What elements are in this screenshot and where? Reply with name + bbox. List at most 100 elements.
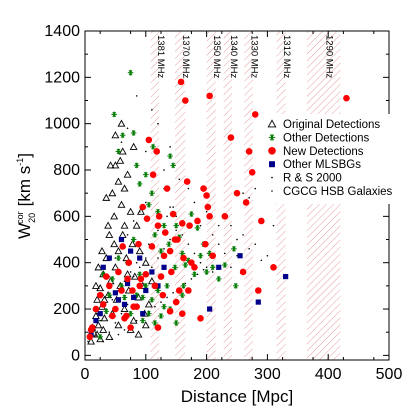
cgcg-hsb-galaxies-point xyxy=(163,247,165,250)
original-detections-point xyxy=(132,221,141,229)
other-mlsbgs-point xyxy=(121,301,128,307)
new-detections-point xyxy=(178,310,186,317)
new-detections-point xyxy=(166,308,174,315)
cgcg-hsb-galaxies-point xyxy=(166,296,168,299)
legend-label-cgcg-hsb-galaxies: CGCG HSB Galaxies xyxy=(283,186,393,198)
other-mlsbgs-point xyxy=(106,255,112,261)
y-tick-label: 600 xyxy=(53,208,80,225)
new-detections-point xyxy=(248,169,256,176)
new-detections-point xyxy=(139,203,147,211)
other-detections-point xyxy=(209,264,216,271)
new-detections-point xyxy=(143,215,151,222)
r-s-2000-point xyxy=(242,192,244,194)
new-detections-point xyxy=(157,273,165,280)
x-tick-label: 300 xyxy=(254,366,281,383)
new-detections-point xyxy=(200,185,207,192)
other-mlsbgs-point xyxy=(97,311,103,317)
other-detections-point xyxy=(155,287,161,294)
r-s-2000-point xyxy=(205,210,208,213)
legend-label-other-mlsbgs: Other MLSBGs xyxy=(283,159,361,171)
original-detections-point xyxy=(120,304,129,313)
other-mlsbgs-point xyxy=(216,264,222,270)
new-detections-point xyxy=(163,185,171,192)
original-detections-point xyxy=(135,246,144,255)
other-detections-point xyxy=(136,181,143,187)
r-s-2000-point xyxy=(266,254,269,257)
x-tick-label: 200 xyxy=(193,366,220,383)
other-detections-point xyxy=(133,162,140,169)
new-detections-point xyxy=(209,252,216,260)
new-detections-point xyxy=(135,240,142,248)
cgcg-hsb-galaxies-point xyxy=(145,201,147,204)
other-detections-point xyxy=(166,241,172,247)
r-s-2000-point xyxy=(157,229,159,232)
new-detections-point xyxy=(251,111,259,118)
other-mlsbgs-point xyxy=(100,264,106,270)
rfi-band-3 xyxy=(223,31,233,360)
other-mlsbgs-point xyxy=(128,248,134,254)
r-s-2000-point xyxy=(230,224,232,227)
r-s-2000-point xyxy=(187,243,190,245)
cgcg-hsb-galaxies-point xyxy=(126,234,129,236)
r-s-2000-point xyxy=(135,95,138,97)
cgcg-hsb-galaxies-point xyxy=(135,319,138,322)
new-detections-point xyxy=(178,220,186,227)
new-detections-point xyxy=(160,252,168,260)
new-detections-point xyxy=(197,314,204,322)
y-tick-label: 1400 xyxy=(44,23,80,40)
new-detections-point xyxy=(137,275,145,283)
original-detections-point xyxy=(93,295,102,303)
other-mlsbgs-point xyxy=(149,269,155,275)
cgcg-hsb-galaxies-point xyxy=(117,333,120,336)
new-detections-point xyxy=(175,287,183,294)
new-detections-point xyxy=(258,217,265,225)
other-detections-point xyxy=(215,276,222,282)
original-detections-point xyxy=(147,277,156,285)
original-detections-point xyxy=(120,184,129,192)
other-detections-point xyxy=(232,283,239,289)
original-detections-point xyxy=(91,281,100,289)
cgcg-hsb-galaxies-point xyxy=(166,215,168,218)
r-s-2000-point xyxy=(272,224,275,227)
cgcg-hsb-galaxies-point xyxy=(190,278,193,280)
other-detections-point xyxy=(161,303,167,310)
other-detections-point xyxy=(111,111,117,118)
r-s-2000-point xyxy=(248,197,250,199)
new-detections-point xyxy=(343,94,350,102)
r-s-2000-point xyxy=(145,257,147,259)
r-s-2000-point xyxy=(199,224,202,227)
original-detections-point xyxy=(110,240,119,248)
new-detections-point xyxy=(159,291,167,299)
other-mlsbgs-point xyxy=(93,318,99,324)
original-detections-point xyxy=(134,330,143,338)
other-mlsbgs-point xyxy=(161,264,167,270)
other-detections-point xyxy=(203,269,210,275)
other-detections-point xyxy=(191,271,198,278)
original-detections-point xyxy=(108,189,117,197)
other-mlsbgs-point xyxy=(115,297,122,303)
other-detections-point xyxy=(143,171,149,178)
other-detections-point xyxy=(172,264,178,271)
other-mlsbgs-point xyxy=(237,253,243,259)
other-mlsbgs-point xyxy=(137,255,143,261)
r-s-2000-point xyxy=(217,243,220,245)
new-detections-point xyxy=(145,136,153,144)
r-s-2000-point xyxy=(193,252,196,255)
other-detections-point xyxy=(179,292,186,298)
new-detections-point xyxy=(106,282,113,290)
other-detections-point xyxy=(139,294,146,301)
new-detections-point xyxy=(227,134,235,141)
r-s-2000-point xyxy=(145,150,147,153)
new-detections-point xyxy=(169,210,177,218)
y-tick-label: 400 xyxy=(53,255,80,272)
other-detections-point xyxy=(130,130,137,136)
new-detections-point xyxy=(136,282,144,290)
new-detections-point xyxy=(96,291,104,299)
other-detections-point xyxy=(115,255,122,261)
original-detections-point xyxy=(128,240,137,248)
cgcg-hsb-galaxies-point xyxy=(151,266,153,269)
other-detections-point xyxy=(149,190,155,196)
r-s-2000-point xyxy=(169,146,171,148)
original-detections-point xyxy=(105,230,114,238)
